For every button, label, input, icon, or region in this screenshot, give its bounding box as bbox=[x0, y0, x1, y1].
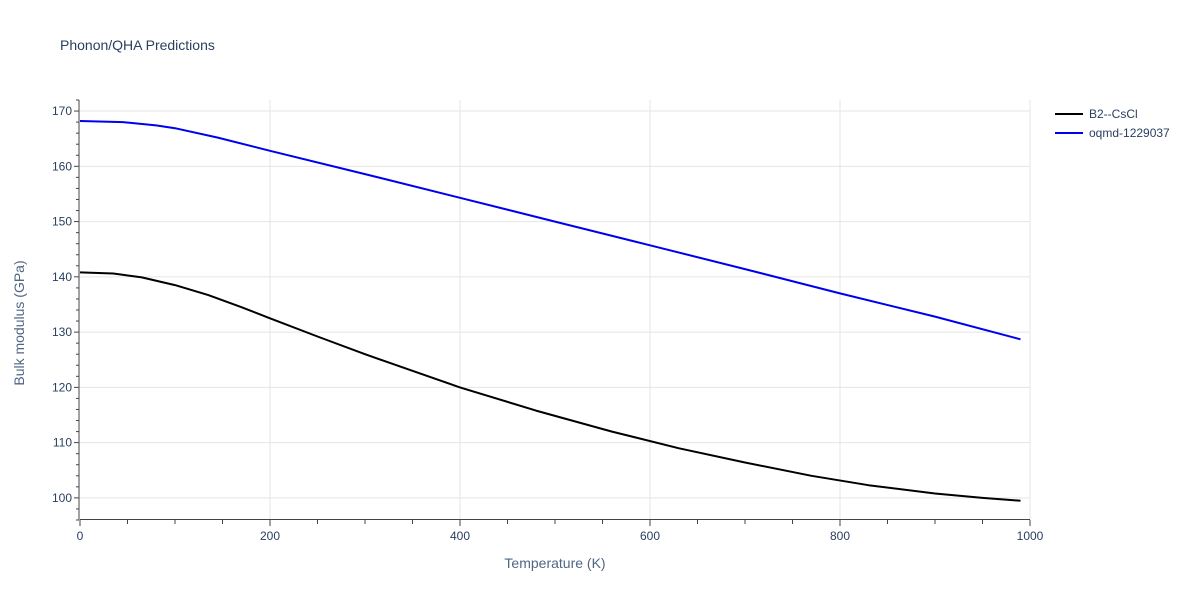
y-tick-label: 130 bbox=[52, 325, 72, 339]
series-line bbox=[79, 120, 1021, 341]
y-tick-label: 100 bbox=[52, 491, 72, 505]
x-tick-label: 800 bbox=[830, 529, 850, 543]
y-tick-label: 170 bbox=[52, 104, 72, 118]
series-line bbox=[79, 271, 1021, 502]
legend-label: B2--CsCl bbox=[1089, 107, 1138, 121]
x-tick-label: 600 bbox=[640, 529, 660, 543]
x-tick-label: 0 bbox=[77, 529, 84, 543]
y-tick-label: 140 bbox=[52, 270, 72, 284]
legend-item[interactable]: oqmd-1229037 bbox=[1055, 126, 1170, 140]
y-tick-label: 150 bbox=[52, 215, 72, 229]
legend[interactable]: B2--CsCl oqmd-1229037 bbox=[1055, 107, 1170, 140]
chart-title: Phonon/QHA Predictions bbox=[60, 37, 215, 53]
y-tick-label: 120 bbox=[52, 380, 72, 394]
y-tick-label: 160 bbox=[52, 159, 72, 173]
y-tick-label: 110 bbox=[53, 436, 72, 450]
x-tick-label: 400 bbox=[450, 529, 470, 543]
axes: 100 110 120 130 140 150 160 170 0 200 400 600 800 100… bbox=[52, 99, 1044, 543]
y-axis-title: Bulk modulus (GPa) bbox=[11, 260, 27, 385]
x-tick-label: 200 bbox=[260, 529, 280, 543]
x-axis-title: Temperature (K) bbox=[504, 555, 605, 571]
legend-item[interactable]: B2--CsCl bbox=[1055, 107, 1138, 121]
x-tick-label: 1000 bbox=[1017, 529, 1044, 543]
grid bbox=[80, 100, 1031, 520]
series-layer bbox=[79, 120, 1021, 502]
legend-label: oqmd-1229037 bbox=[1089, 126, 1170, 140]
